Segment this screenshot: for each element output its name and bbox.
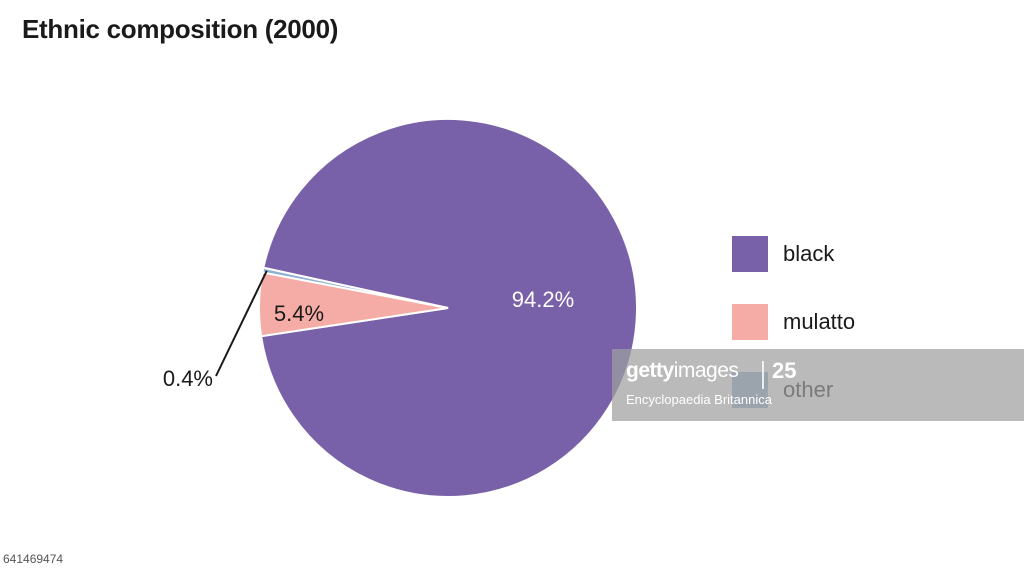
- pie-slice-black: [259, 118, 638, 498]
- watermark-divider: [762, 361, 764, 389]
- watermark-badge: 25: [772, 358, 797, 383]
- watermark-banner: gettyimages 25 Encyclopaedia Britannica: [612, 349, 1024, 421]
- legend-swatch-mulatto: [732, 304, 768, 340]
- watermark-logo: gettyimages: [626, 359, 739, 383]
- slice-label-mulatto: 5.4%: [274, 301, 324, 326]
- watermark-brand-light: images: [673, 359, 739, 382]
- leader-line-other: [215, 270, 268, 377]
- legend-label-mulatto: mulatto: [783, 309, 856, 334]
- legend-swatch-black: [732, 236, 768, 272]
- slice-label-black: 94.2%: [512, 287, 574, 312]
- watermark-brand-bold: getty: [626, 359, 674, 382]
- legend-item-mulatto: mulatto: [732, 288, 855, 356]
- legend-label-black: black: [783, 241, 835, 266]
- image-id-label: 641469474: [0, 551, 67, 567]
- watermark-credit: Encyclopaedia Britannica: [626, 392, 772, 407]
- legend-item-black: black: [732, 220, 855, 288]
- chart-title: Ethnic composition (2000): [22, 14, 339, 44]
- slice-label-other: 0.4%: [163, 366, 213, 391]
- pie-slice-other: [261, 266, 449, 309]
